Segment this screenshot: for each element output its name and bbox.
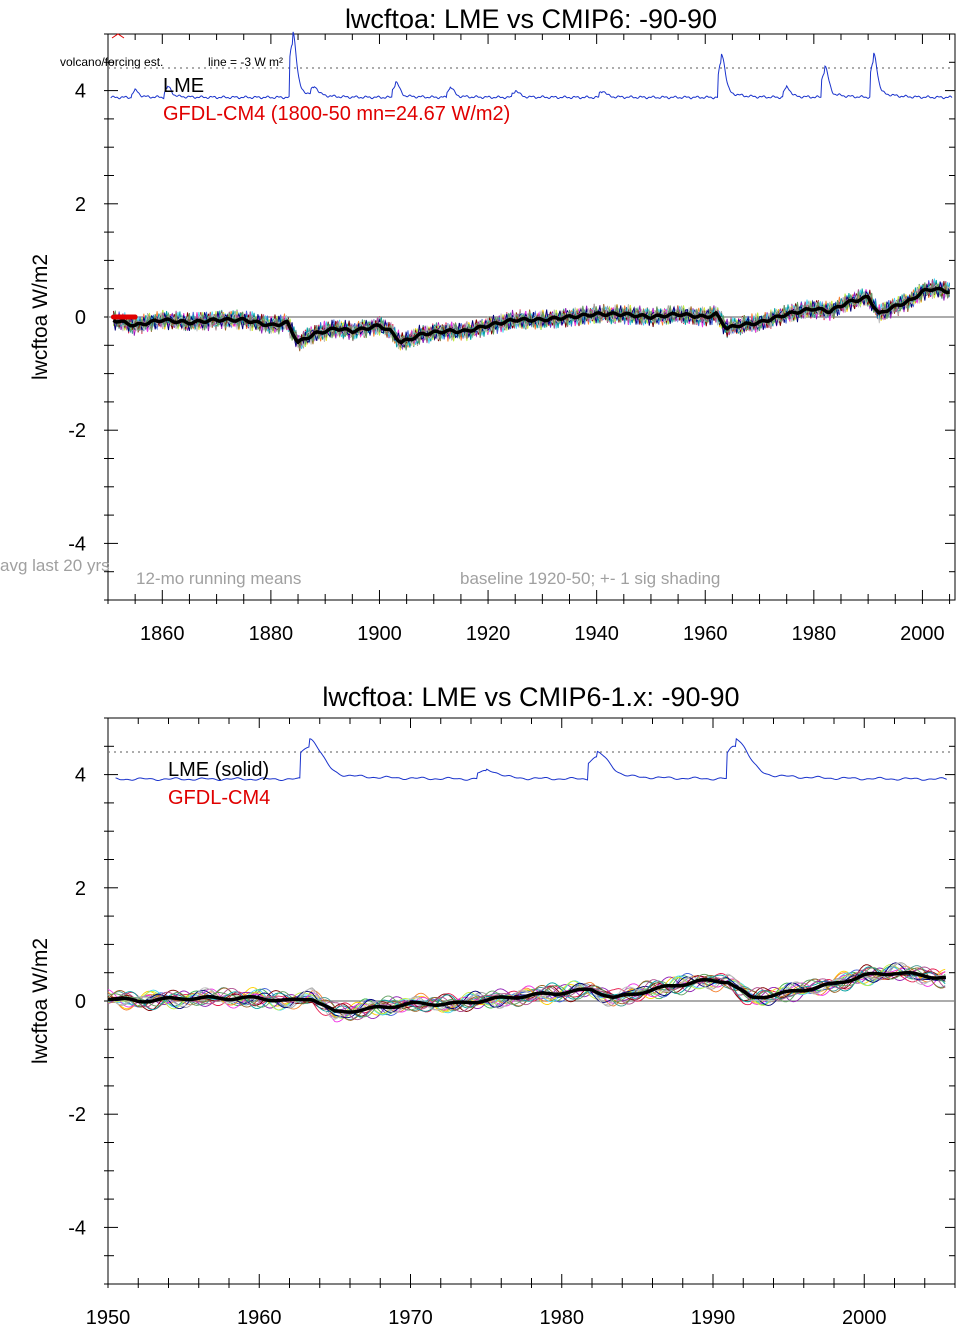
x-tick-label: 1990 — [691, 1307, 736, 1325]
bottom-y-axis-label: lwcftoa W/m2 — [29, 938, 52, 1064]
y-tick-label: -2 — [68, 420, 86, 442]
x-tick-label: 1970 — [388, 1307, 433, 1325]
x-tick-label: 1860 — [140, 623, 185, 645]
volcano-forcing-label: volcano/forcing est. — [60, 55, 163, 69]
bottom-legend-gfdl: GFDL-CM4 — [168, 787, 270, 809]
y-tick-label: 2 — [75, 194, 86, 216]
top-ensemble-members — [112, 278, 951, 352]
running-means-label: 12-mo running means — [136, 569, 301, 588]
bottom-axis-ticks — [104, 717, 956, 1288]
top-tick-labels: 1860 1880 1900 1920 1940 1960 1980 2000 -4 -2 0 2 4 — [68, 81, 944, 645]
bottom-lme-mean-line — [107, 970, 947, 1014]
y-tick-label: 4 — [75, 765, 86, 787]
x-tick-label: 1960 — [237, 1307, 282, 1325]
x-tick-label: 1880 — [249, 623, 294, 645]
x-tick-label: 2000 — [900, 623, 945, 645]
ensemble-member-line — [112, 282, 951, 351]
x-tick-label: 1950 — [86, 1307, 131, 1325]
y-tick-label: 0 — [75, 991, 86, 1013]
top-chart-title: lwcftoa: LME vs CMIP6: -90-90 — [345, 4, 717, 34]
x-tick-label: 2000 — [842, 1307, 887, 1325]
x-tick-label: 1920 — [466, 623, 511, 645]
bottom-legend-lme: LME (solid) — [168, 759, 269, 781]
bottom-ensemble-members — [107, 962, 946, 1023]
top-y-axis-label: lwcftoa W/m2 — [29, 254, 52, 380]
y-tick-label: -4 — [68, 1217, 86, 1239]
x-tick-label: 1980 — [792, 623, 837, 645]
top-legend-gfdl: GFDL-CM4 (1800-50 mn=24.67 W/m2) — [163, 103, 510, 125]
x-tick-label: 1900 — [357, 623, 402, 645]
avg-last-20-yrs-label: avg last 20 yrs — [0, 556, 110, 575]
y-tick-label: -2 — [68, 1104, 86, 1126]
top-lme-mean-line — [112, 286, 950, 345]
bottom-tick-labels: 1950 1960 1970 1980 1990 2000 -4 -2 0 2 4 — [68, 765, 886, 1325]
top-legend-lme: LME — [163, 75, 204, 97]
x-tick-label: 1980 — [540, 1307, 585, 1325]
top-volcano-forcing-line — [110, 31, 953, 100]
y-tick-label: -4 — [68, 533, 86, 555]
top-axis-ticks — [104, 33, 955, 604]
ensemble-member-line — [108, 966, 946, 1018]
y-tick-label: 4 — [75, 81, 86, 103]
y-tick-label: 0 — [75, 307, 86, 329]
top-chart-panel: lwcftoa: LME vs CMIP6: -90-90 1860 1880 19… — [0, 4, 956, 645]
bottom-chart-panel: lwcftoa: LME vs CMIP6-1.x: -90-90 1950 19… — [29, 682, 956, 1325]
x-tick-label: 1960 — [683, 623, 728, 645]
line-units-label: line = -3 W m² — [208, 55, 283, 69]
baseline-label: baseline 1920-50; +- 1 sig shading — [460, 569, 720, 588]
top-corner-marker-icon — [111, 33, 125, 39]
y-tick-label: 2 — [75, 878, 86, 900]
bottom-chart-title: lwcftoa: LME vs CMIP6-1.x: -90-90 — [322, 682, 739, 712]
bottom-volcano-forcing-line — [115, 737, 947, 781]
x-tick-label: 1940 — [574, 623, 619, 645]
